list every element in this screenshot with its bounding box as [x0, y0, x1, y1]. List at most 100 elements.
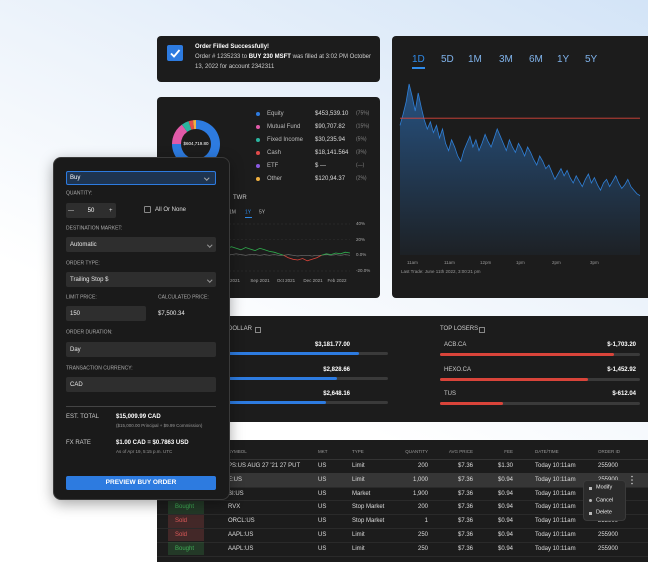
row-rule — [157, 555, 648, 557]
order-type-select[interactable] — [66, 272, 216, 287]
loser-symbol: TUS — [444, 391, 456, 397]
column-header: MKT — [318, 448, 328, 454]
range-tab[interactable]: 6M — [529, 54, 543, 65]
performance-tab[interactable]: 1M — [229, 209, 236, 216]
loser-symbol: ACB.CA — [444, 342, 467, 348]
cell-avg-price: $7.36 — [457, 476, 473, 483]
fx-value: $1.00 CAD = $0.7863 USD — [116, 440, 189, 446]
preview-button[interactable] — [66, 476, 216, 490]
bar-track — [440, 402, 640, 405]
allocation-donut — [172, 120, 220, 168]
x-tick-label: Feb 2022 — [327, 277, 347, 283]
range-tab[interactable]: 1Y — [557, 54, 570, 65]
stepper-plus[interactable]: + — [109, 207, 113, 214]
stepper-minus[interactable]: — — [68, 207, 74, 214]
x-tick-label: Dec 2021 — [303, 277, 323, 283]
performance-tab[interactable]: 5Y — [259, 209, 266, 216]
limit-input[interactable] — [66, 306, 146, 321]
menu-icon — [589, 486, 592, 490]
orders-table: ACTIONSYMBOLMKTTYPEQUANTITYAVG PRICEFEED… — [157, 440, 648, 562]
loser-symbol: HEXO.CA — [444, 366, 472, 373]
legend-dot — [256, 164, 260, 168]
field-label: CALCULATED PRICE: — [158, 294, 209, 301]
column-header: DATE/TIME — [535, 448, 559, 454]
y-tick-label: 40% — [356, 220, 366, 226]
action-label: Sold — [175, 532, 188, 538]
order-form: Buy QUANTITY: — 50 + All Or None DESTINATION M… — [53, 157, 230, 500]
title-icon — [255, 327, 261, 333]
field-label: ORDER DURATION: — [66, 329, 113, 336]
legend-value: $453,539.10 — [315, 111, 349, 117]
action-badge — [168, 542, 204, 556]
cell-mkt: US — [318, 545, 327, 552]
side-select[interactable] — [66, 171, 216, 185]
checkbox-label: All Or None — [155, 207, 187, 213]
duration-input[interactable] — [66, 342, 216, 357]
x-tick-label: 11am — [407, 259, 418, 265]
x-tick-label: 2021 — [229, 277, 241, 283]
check-icon — [167, 45, 183, 61]
field-label: LIMIT PRICE: — [66, 294, 97, 301]
range-tab[interactable]: 1D — [412, 54, 425, 65]
cell-datetime: Today 10:11am — [535, 532, 576, 538]
losers-title: TOP LOSERS — [440, 326, 479, 332]
limit-input-value: 150 — [70, 310, 81, 317]
row-rule — [157, 528, 648, 529]
performance-tab[interactable]: 1Y — [245, 209, 252, 216]
cell-fee: $0.94 — [497, 476, 513, 483]
menu-item[interactable]: Modify — [596, 484, 613, 491]
check-path — [170, 49, 181, 58]
menu-item[interactable]: Delete — [596, 509, 612, 516]
row-menu-button[interactable] — [630, 475, 634, 485]
row-rule — [157, 486, 648, 488]
destination-select[interactable] — [66, 237, 216, 252]
cell-datetime: Today 10:11am — [535, 518, 576, 525]
legend-name: Equity — [267, 111, 284, 117]
action-badge — [168, 501, 204, 514]
price-area — [400, 84, 640, 255]
cell-mkt: US — [318, 490, 327, 497]
cell-fee: $0.94 — [497, 518, 513, 525]
cell-mkt: US — [318, 463, 327, 469]
fx-label: FX RATE — [66, 440, 91, 446]
legend-pct: (—) — [356, 162, 365, 169]
cell-type: Market — [352, 490, 371, 497]
gainer-bar — [165, 352, 359, 355]
range-tab[interactable]: 3M — [499, 54, 513, 65]
currency-input[interactable] — [66, 377, 216, 392]
range-tab[interactable]: 1M — [468, 54, 482, 65]
cell-symbol: E:US — [228, 476, 243, 483]
performance-line-negative — [282, 255, 323, 262]
menu-item[interactable]: Cancel — [596, 496, 614, 503]
range-tab[interactable]: 5D — [441, 54, 454, 65]
message-after: was filled at 3:02 PM October 13, 2022 f… — [195, 54, 371, 70]
divider — [66, 406, 216, 407]
legend-pct: (15%) — [356, 123, 370, 130]
legend-value: $30,235.94 — [315, 137, 346, 143]
message-before: Order # 1235233 to — [195, 54, 249, 60]
cell-datetime: Today 10:11am — [535, 490, 576, 497]
action-label: Bought — [175, 545, 195, 552]
quantity-stepper[interactable] — [66, 203, 116, 218]
row-rule — [157, 500, 648, 501]
y-tick-label: -20.0% — [356, 267, 371, 273]
x-tick-label: Sep 2021 — [250, 277, 270, 283]
cell-type: Stop Market — [352, 504, 385, 511]
message-bold: BUY 230 MSFT — [248, 54, 291, 60]
legend-name: Cash — [267, 150, 282, 156]
loser-value: $-1,703.20 — [607, 342, 636, 348]
fx-note: As of Apr 19, 5:15 p.m. UTC — [116, 448, 173, 454]
cell-type: Limit — [352, 532, 365, 538]
cell-mkt: US — [318, 476, 327, 483]
cell-fee: $0.94 — [497, 545, 513, 552]
cell-symbol: BI:US — [228, 490, 244, 497]
range-tab[interactable]: 5Y — [585, 54, 598, 65]
cell-avg-price: $7.36 — [457, 504, 473, 511]
row-rule — [157, 541, 648, 543]
legend-pct: (75%) — [356, 110, 370, 117]
y-tick-label: 20% — [356, 236, 366, 242]
notification: Order Filled Successfully! Order # 123523… — [157, 36, 380, 82]
checkbox[interactable] — [144, 206, 151, 213]
